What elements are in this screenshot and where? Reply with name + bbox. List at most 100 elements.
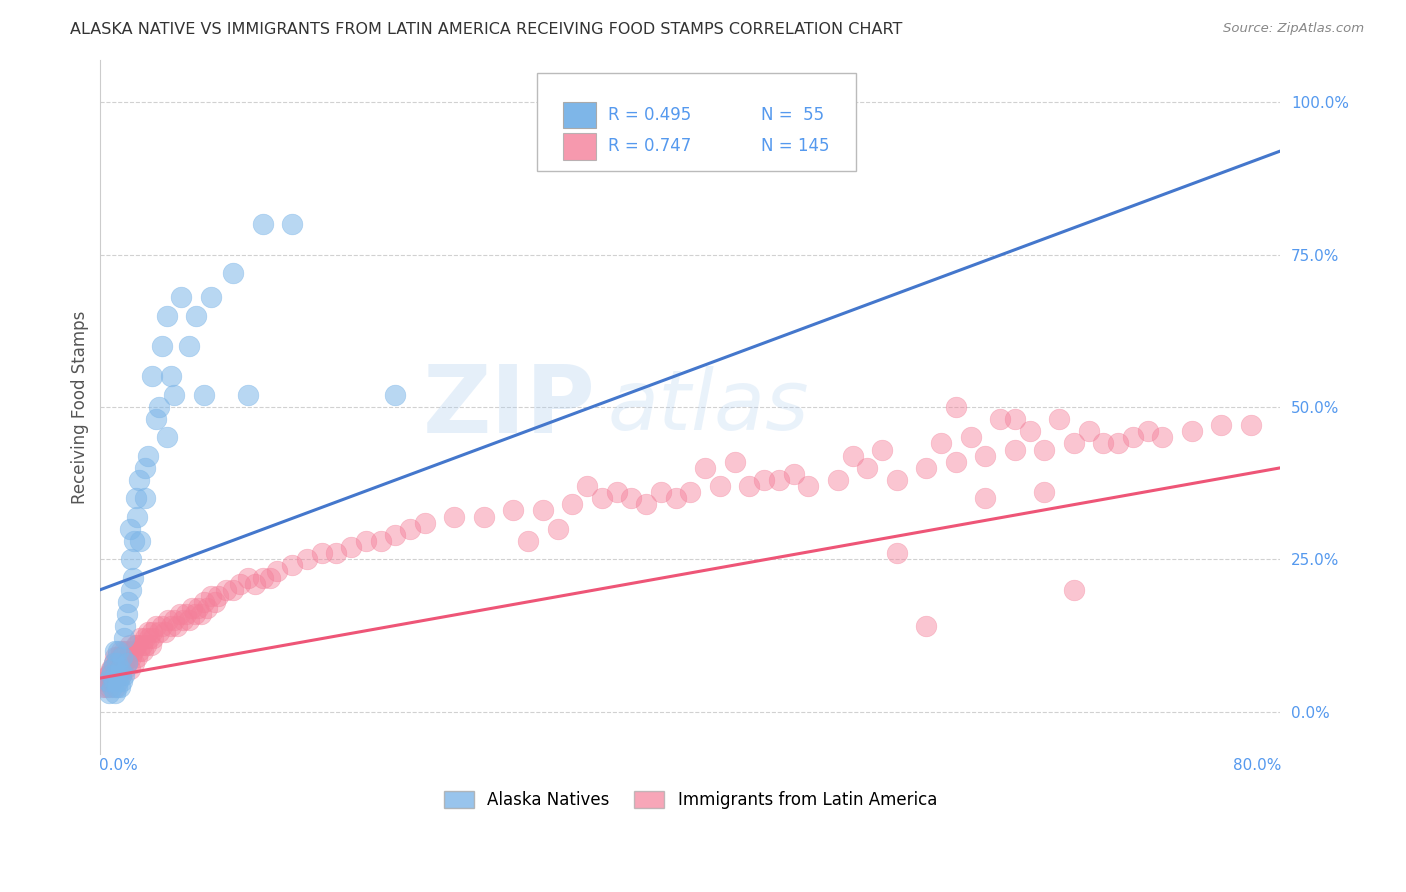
Point (709, 479, 731, 493)
Point (1077, 424, 1099, 438)
Text: 80.0%: 80.0% (1233, 757, 1282, 772)
Point (103, 656, 125, 670)
Point (118, 522, 141, 536)
Point (325, 546, 347, 560)
Point (915, 460, 938, 475)
Point (148, 625, 170, 640)
Point (108, 649, 131, 664)
Point (172, 613, 194, 627)
Point (112, 632, 135, 646)
Point (129, 533, 152, 548)
Point (111, 662, 134, 676)
Point (163, 613, 186, 627)
Point (665, 491, 688, 506)
Point (104, 686, 127, 700)
Point (177, 613, 200, 627)
Point (502, 503, 524, 517)
Point (1211, 418, 1233, 433)
Point (104, 643, 127, 657)
Point (118, 662, 141, 676)
Point (101, 662, 124, 676)
Point (142, 632, 165, 646)
Point (782, 467, 804, 481)
Point (114, 619, 136, 633)
Point (170, 290, 193, 304)
Point (100, 668, 122, 682)
Point (281, 217, 304, 231)
Point (166, 619, 188, 633)
Point (413, 516, 436, 530)
Point (1136, 424, 1159, 438)
Point (100, 674, 122, 689)
Text: ZIP: ZIP (423, 361, 596, 453)
Legend: Alaska Natives, Immigrants from Latin America: Alaska Natives, Immigrants from Latin Am… (437, 784, 943, 815)
Text: R = 0.495: R = 0.495 (607, 106, 690, 124)
Point (104, 668, 127, 682)
Point (1018, 424, 1040, 438)
Point (620, 491, 643, 506)
Point (974, 449, 997, 463)
Point (136, 625, 159, 640)
Point (117, 595, 139, 609)
Point (103, 656, 125, 670)
Point (107, 668, 129, 682)
Point (136, 449, 159, 463)
Point (115, 656, 138, 670)
Point (915, 619, 938, 633)
Bar (562, 133, 596, 160)
Point (370, 533, 392, 548)
Point (160, 619, 183, 633)
Point (114, 662, 136, 676)
Point (606, 485, 628, 500)
Point (531, 503, 554, 517)
Point (120, 552, 142, 566)
Text: N =  55: N = 55 (761, 106, 824, 124)
Point (98, 680, 121, 694)
Point (204, 595, 226, 609)
Point (180, 601, 202, 615)
Point (111, 674, 134, 689)
Point (1107, 436, 1129, 450)
Point (193, 388, 215, 402)
Point (1063, 436, 1085, 450)
Point (108, 662, 131, 676)
Point (120, 649, 142, 664)
Point (636, 497, 658, 511)
Point (155, 625, 177, 640)
Point (134, 632, 156, 646)
Point (112, 656, 135, 670)
Point (797, 479, 820, 493)
Point (1122, 430, 1144, 444)
Text: Source: ZipAtlas.com: Source: ZipAtlas.com (1223, 22, 1364, 36)
Point (399, 522, 422, 536)
Point (129, 632, 152, 646)
Point (104, 649, 127, 664)
Text: 0.0%: 0.0% (100, 757, 138, 772)
FancyBboxPatch shape (537, 73, 856, 170)
Point (101, 674, 124, 689)
Point (105, 680, 128, 694)
Point (112, 668, 135, 682)
Point (100, 662, 122, 676)
Point (120, 582, 142, 597)
Point (107, 674, 129, 689)
Point (98, 686, 121, 700)
Point (384, 528, 406, 542)
Point (156, 309, 179, 323)
Point (127, 638, 149, 652)
Point (150, 339, 173, 353)
Point (738, 479, 761, 493)
Point (517, 533, 540, 548)
Point (768, 473, 790, 487)
Point (163, 388, 186, 402)
Point (91, 680, 114, 694)
Point (186, 309, 208, 323)
Point (128, 473, 150, 487)
Point (107, 656, 129, 670)
Point (160, 369, 183, 384)
Point (215, 582, 238, 597)
Point (295, 552, 318, 566)
Point (115, 656, 138, 670)
Point (127, 649, 149, 664)
Point (354, 533, 377, 548)
